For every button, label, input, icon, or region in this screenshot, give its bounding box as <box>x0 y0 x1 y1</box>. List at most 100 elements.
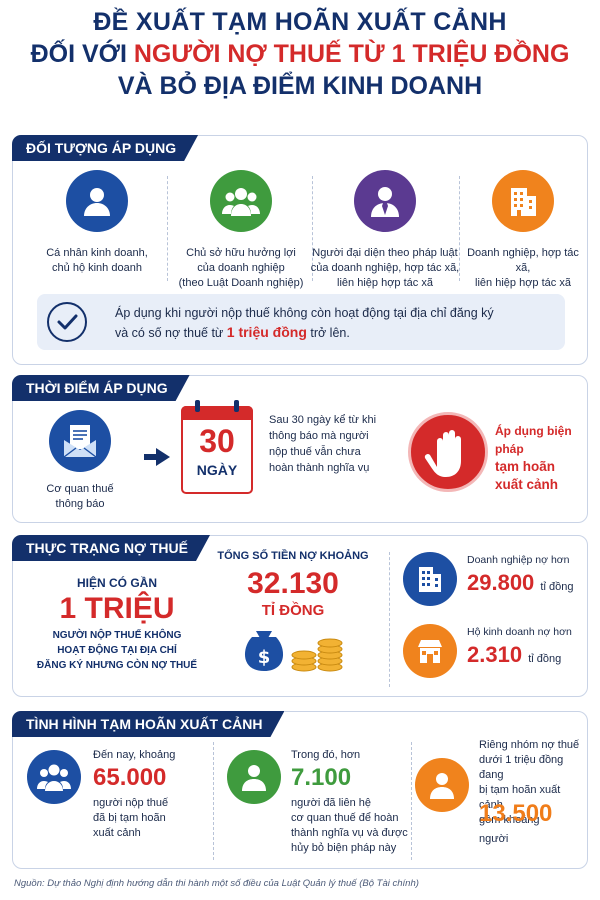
divider <box>312 176 313 281</box>
count-line: HOẠT ĐỘNG TẠI ĐỊA CHỈ <box>57 645 177 656</box>
section-header: TÌNH HÌNH TẠM HOÃN XUẤT CẢNH <box>12 711 284 737</box>
subject-text: của doanh nghiệp <box>197 262 285 274</box>
divider <box>213 742 214 860</box>
divider <box>167 176 168 281</box>
count-intro: HIỆN CÓ GẦN <box>76 576 157 590</box>
measure-line: xuất cảnh <box>495 477 559 492</box>
check-circle-icon <box>47 302 87 342</box>
title-line-2-highlight: NGƯỜI NỢ THUẾ TỪ 1 TRIỆU ĐỒNG <box>133 40 570 68</box>
total-debt: TỔNG SỐ TIỀN NỢ KHOẢNG 32.130 TỈ ĐỒNG $ <box>213 550 373 680</box>
divider <box>459 176 460 281</box>
subject-text: liên hiệp hợp tác xã <box>337 277 433 289</box>
person-icon <box>227 750 281 804</box>
condition-suffix: trở lên. <box>306 326 350 340</box>
stat-line: đã bị tạm hoãn <box>93 812 166 824</box>
condition-line-1: Áp dụng khi người nộp thuế không còn hoạ… <box>115 306 494 320</box>
stat-line: gồm khoảng <box>479 814 540 826</box>
section-applicable-subjects: ĐỐI TƯỢNG ÁP DỤNG Cá nhân kinh doanh, chủ… <box>12 135 588 365</box>
condition-line-2: và có số nợ thuế từ 1 triệu đồng trở lên… <box>115 323 555 343</box>
subject-item: Người đại diện theo pháp luật của doanh n… <box>309 170 461 291</box>
household-debt-unit: tỉ đồng <box>528 653 562 665</box>
subject-text: chủ hộ kinh doanh <box>52 262 142 274</box>
stat-line: thành nghĩa vụ và được <box>291 827 408 839</box>
desc-line: thông báo mà người <box>269 430 369 442</box>
calendar-ring <box>234 400 239 412</box>
total-debt-value: 32.130 <box>247 567 339 600</box>
divider <box>411 742 412 860</box>
measure-line: tạm hoãn <box>495 459 556 474</box>
person-icon <box>66 170 128 232</box>
calendar-number: 30 <box>199 423 235 459</box>
stat-value: 7.100 <box>291 764 352 791</box>
measure-line: Áp dụng biện pháp <box>495 424 572 456</box>
stat-line: cơ quan thuế để hoàn <box>291 812 399 824</box>
enterprise-debt-value-row: 29.800 tỉ đồng <box>467 570 573 596</box>
section-application-time: THỜI ĐIỂM ÁP DỤNG Cơ quan thuế thông báo … <box>12 375 588 523</box>
stat-intro: Trong đó, hơn <box>291 749 361 761</box>
count-line: NGƯỜI NỘP THUẾ KHÔNG <box>52 630 182 641</box>
desc-line: nộp thuế vẫn chưa <box>269 446 361 458</box>
condition-prefix: và có số nợ thuế từ <box>115 326 227 340</box>
infographic-title: ĐỀ XUẤT TẠM HOÃN XUẤT CẢNH ĐỐI VỚI NGƯỜI… <box>0 6 600 102</box>
stop-hand-icon <box>408 412 488 492</box>
stat-line: người đã liên hệ <box>291 797 372 809</box>
subject-text: (theo Luật Doanh nghiệp) <box>178 277 304 289</box>
condition-highlight: 1 triệu đồng <box>226 324 307 340</box>
condition-note: Áp dụng khi người nộp thuế không còn hoạ… <box>37 294 565 350</box>
section-tax-debt-status: THỰC TRẠNG NỢ THUẾ HIỆN CÓ GẦN 1 TRIỆU N… <box>12 535 588 697</box>
desc-line: Sau 30 ngày kể từ khi <box>269 414 377 426</box>
subject-text: Cá nhân kinh doanh, <box>46 247 148 259</box>
section-header: THỜI ĐIỂM ÁP DỤNG <box>12 375 190 401</box>
household-debt-value-row: 2.310 tỉ đồng <box>467 642 561 668</box>
group-icon <box>210 170 272 232</box>
calendar-unit: NGÀY <box>196 462 238 478</box>
count-value: 1 TRIỆU <box>59 592 175 625</box>
stat-line: xuất cảnh <box>93 827 141 839</box>
subject-text: của doanh nghiệp, hợp tác xã, <box>310 262 460 274</box>
household-debt-value: 2.310 <box>467 642 523 667</box>
person-icon <box>415 758 469 812</box>
calendar-icon: 30 NGÀY <box>181 400 253 494</box>
subject-text: Chủ sở hữu hưởng lợi <box>186 247 296 259</box>
building-icon <box>492 170 554 232</box>
document-envelope-icon <box>49 410 111 472</box>
section-exit-suspension-status: TÌNH HÌNH TẠM HOÃN XUẤT CẢNH Đến nay, kh… <box>12 711 588 869</box>
subject-text: liên hiệp hợp tác xã <box>475 277 571 289</box>
household-debt-label: Hộ kinh doanh nợ hơn <box>467 626 572 638</box>
subject-item: Doanh nghiệp, hợp tác xã, liên hiệp hợp t… <box>459 170 587 291</box>
stat-value: 13.500 <box>479 800 553 827</box>
title-line-2-prefix: ĐỐI VỚI <box>30 40 134 68</box>
subject-text: Doanh nghiệp, hợp tác xã, <box>467 247 579 274</box>
source-note: Nguồn: Dự thảo Nghị định hướng dẫn thi h… <box>14 878 419 889</box>
arrow-right-icon <box>144 448 170 466</box>
title-line-2: ĐỐI VỚI NGƯỜI NỢ THUẾ TỪ 1 TRIỆU ĐỒNG <box>0 38 600 70</box>
total-debt-unit: TỈ ĐỒNG <box>261 602 325 619</box>
subject-item: Chủ sở hữu hưởng lợi của doanh nghiệp (the… <box>171 170 311 291</box>
stat-intro: Đến nay, khoảng <box>93 749 176 761</box>
taxpayer-count: HIỆN CÓ GẦN 1 TRIỆU NGƯỜI NỘP THUẾ KHÔNG… <box>27 570 207 673</box>
desc-line: hoàn thành nghĩa vụ <box>269 462 370 474</box>
stat-line: Riêng nhóm nợ thuế <box>479 739 580 751</box>
section-header: THỰC TRẠNG NỢ THUẾ <box>12 535 210 561</box>
calendar-header <box>181 406 253 420</box>
time-description: Sau 30 ngày kể từ khi thông báo mà người… <box>269 412 399 476</box>
shop-icon <box>403 624 457 678</box>
stat-value: 65.000 <box>93 764 167 791</box>
count-line: ĐĂNG KÝ NHƯNG CÒN NỢ THUẾ <box>36 660 198 671</box>
subject-item: Cá nhân kinh doanh, chủ hộ kinh doanh <box>27 170 167 276</box>
stat-line: hủy bỏ biện pháp này <box>291 842 397 854</box>
title-line-3: VÀ BỎ ĐỊA ĐIỂM KINH DOANH <box>117 72 483 100</box>
subject-text: Người đại diện theo pháp luật <box>312 247 458 259</box>
enterprise-debt-unit: tỉ đồng <box>540 581 574 593</box>
tax-agency-label: Cơ quan thuế thông báo <box>35 482 125 512</box>
calendar-ring <box>195 400 200 412</box>
divider <box>389 552 390 687</box>
stat-unit: người <box>479 833 509 845</box>
total-debt-label: TỔNG SỐ TIỀN NỢ KHOẢNG <box>217 550 369 562</box>
svg-text:$: $ <box>258 647 271 668</box>
stat-line: người nộp thuế <box>93 797 169 809</box>
representative-icon <box>354 170 416 232</box>
stat-line: bị tạm hoãn xuất cảnh <box>479 784 561 811</box>
enterprise-debt-label: Doanh nghiệp nợ hơn <box>467 554 570 566</box>
money-bag-coins-icon: $ <box>244 631 343 672</box>
